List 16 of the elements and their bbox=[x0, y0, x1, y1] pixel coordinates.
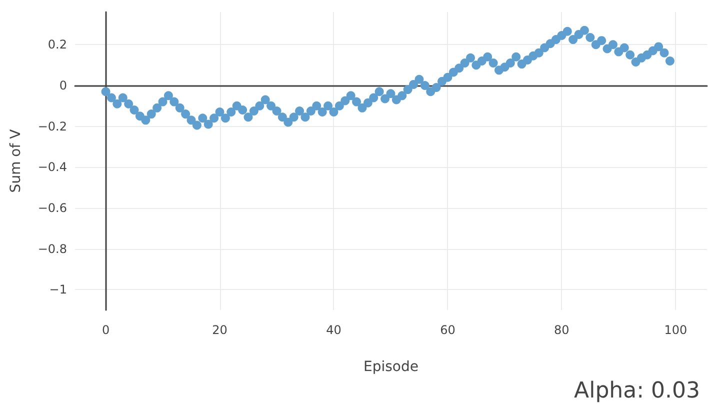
x-tick-label: 80 bbox=[554, 323, 570, 337]
y-tick-label: −0.4 bbox=[38, 160, 67, 174]
x-tick-label: 100 bbox=[664, 323, 688, 337]
y-axis-title: Sum of V bbox=[8, 128, 24, 193]
x-tick-label: 20 bbox=[212, 323, 228, 337]
y-tick-label: −0.2 bbox=[38, 119, 67, 134]
y-tick-label: 0.2 bbox=[48, 38, 67, 52]
x-tick-label: 40 bbox=[326, 323, 342, 337]
x-tick-label: 60 bbox=[440, 323, 456, 337]
x-tick-label: 0 bbox=[102, 323, 110, 337]
text: Alpha: 0.03 bbox=[574, 378, 700, 404]
y-tick-label: 0 bbox=[59, 78, 67, 92]
y-tick-label: −1 bbox=[49, 282, 67, 297]
x-axis-title: Episode bbox=[364, 359, 418, 375]
y-tick-label: −0.6 bbox=[38, 200, 67, 215]
y-tick-label: −0.8 bbox=[38, 242, 67, 256]
